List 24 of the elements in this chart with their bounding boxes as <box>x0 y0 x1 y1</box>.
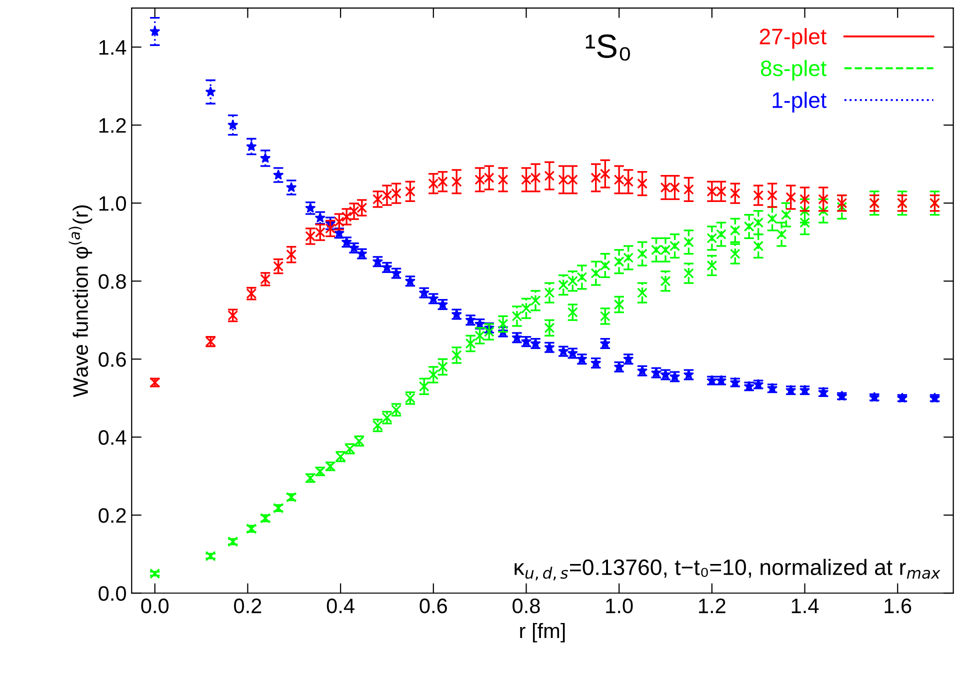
legend-label: 27-plet <box>760 28 826 49</box>
y-tick-label: 0.8 <box>98 274 126 289</box>
x-tick-label: 1.6 <box>884 598 912 614</box>
annotation: ¹S₀ <box>586 34 630 61</box>
x-tick-label: 0.8 <box>512 598 540 614</box>
x-tick-label: 1.0 <box>606 598 633 614</box>
x-tick-label: 0.4 <box>326 598 354 614</box>
y-tick-label: 0.2 <box>98 508 126 523</box>
y-axis-title: Wave function φ$^{(a)}$(r) <box>68 205 92 398</box>
y-tick-label: 0.0 <box>98 586 126 601</box>
y-tick-label: 1.2 <box>99 118 126 133</box>
legend-label: 8s-plet <box>760 60 826 81</box>
x-tick-label: 0.2 <box>234 598 262 614</box>
x-tick-label: 0.6 <box>420 598 447 614</box>
y-tick-label: 1.0 <box>99 196 126 211</box>
legend-label: 1-plet <box>772 92 826 112</box>
y-tick-label: 1.4 <box>99 40 126 55</box>
annotation: κ$_{u,d,s}$=0.13760, t−t₀=10, normalized at r$_{max}$ <box>514 558 940 580</box>
x-tick-label: 1.4 <box>792 598 819 614</box>
x-tick-label: 1.2 <box>699 598 726 614</box>
x-axis-title: r [fm] <box>520 622 565 642</box>
y-tick-label: 0.4 <box>98 430 126 445</box>
y-tick-label: 0.6 <box>98 352 126 367</box>
x-tick-label: 0.0 <box>141 598 169 614</box>
